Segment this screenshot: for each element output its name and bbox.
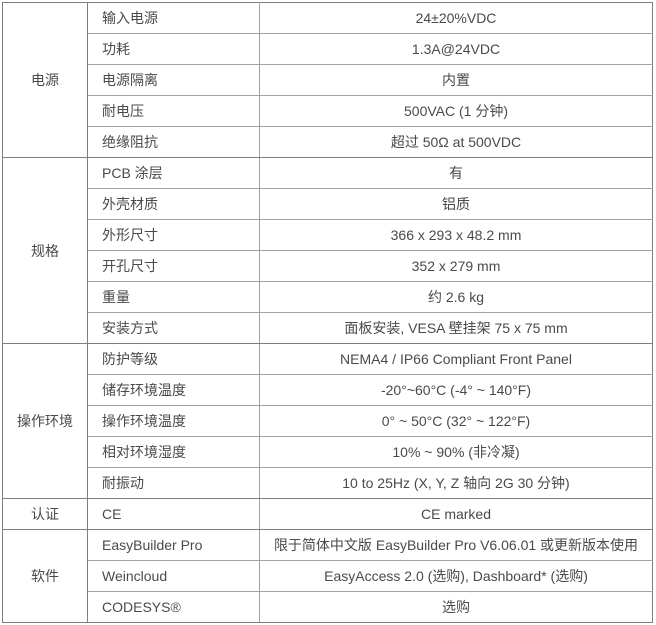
table-row: Weincloud EasyAccess 2.0 (选购), Dashboard… xyxy=(3,560,653,592)
table-row: 开孔尺寸 352 x 279 mm xyxy=(3,250,653,282)
property-cell: 电源隔离 xyxy=(87,64,260,96)
table-row: 认证 CE CE marked xyxy=(2,498,653,530)
table-row: 安装方式 面板安装, VESA 壁挂架 75 x 75 mm xyxy=(3,312,653,344)
property-cell: 外形尺寸 xyxy=(87,219,260,251)
property-cell: PCB 涂层 xyxy=(87,157,260,189)
value-cell: 10 to 25Hz (X, Y, Z 轴向 2G 30 分钟) xyxy=(259,467,653,499)
value-cell: 选购 xyxy=(259,591,653,623)
category-cell-certification: 认证 xyxy=(2,498,88,530)
table-row: 电源隔离 内置 xyxy=(3,64,653,96)
value-cell: EasyAccess 2.0 (选购), Dashboard* (选购) xyxy=(259,560,653,592)
property-cell: 功耗 xyxy=(87,33,260,65)
property-cell: 耐电压 xyxy=(87,95,260,127)
value-cell: 24±20%VDC xyxy=(259,2,653,34)
category-cell-power: 电源 xyxy=(2,2,88,158)
value-cell: 352 x 279 mm xyxy=(259,250,653,282)
property-cell: 输入电源 xyxy=(87,2,260,34)
table-row: CODESYS® 选购 xyxy=(3,591,653,623)
value-cell: 366 x 293 x 48.2 mm xyxy=(259,219,653,251)
property-cell: 安装方式 xyxy=(87,312,260,344)
table-row: 软件 EasyBuilder Pro 限于简体中文版 EasyBuilder P… xyxy=(2,529,653,623)
property-cell: 操作环境温度 xyxy=(87,405,260,437)
table-row: 操作环境 防护等级 NEMA4 / IP66 Compliant Front P… xyxy=(2,343,653,499)
property-cell: Weincloud xyxy=(87,560,260,592)
value-cell: 铝质 xyxy=(259,188,653,220)
value-cell: 有 xyxy=(259,157,653,189)
property-cell: 外壳材质 xyxy=(87,188,260,220)
table-row: 规格 PCB 涂层 有 xyxy=(2,157,653,344)
property-cell: CODESYS® xyxy=(87,591,260,623)
category-cell-specs: 规格 xyxy=(2,157,88,344)
value-cell: 面板安装, VESA 壁挂架 75 x 75 mm xyxy=(259,312,653,344)
table-row: 耐电压 500VAC (1 分钟) xyxy=(3,95,653,127)
value-cell: 0° ~ 50°C (32° ~ 122°F) xyxy=(259,405,653,437)
property-cell: 开孔尺寸 xyxy=(87,250,260,282)
table-row: 外形尺寸 366 x 293 x 48.2 mm xyxy=(3,219,653,251)
value-cell: NEMA4 / IP66 Compliant Front Panel xyxy=(259,343,653,375)
property-cell: 相对环境湿度 xyxy=(87,436,260,468)
table-row: 耐振动 10 to 25Hz (X, Y, Z 轴向 2G 30 分钟) xyxy=(3,467,653,499)
property-cell: 储存环境温度 xyxy=(87,374,260,406)
property-cell: 重量 xyxy=(87,281,260,313)
table-row: 电源 输入电源 24±20%VDC xyxy=(2,2,653,158)
value-cell: 1.3A@24VDC xyxy=(259,33,653,65)
value-cell: 500VAC (1 分钟) xyxy=(259,95,653,127)
value-cell: 超过 50Ω at 500VDC xyxy=(259,126,653,158)
table-row: 绝缘阻抗 超过 50Ω at 500VDC xyxy=(3,126,653,158)
category-cell-software: 软件 xyxy=(2,529,88,623)
property-cell: EasyBuilder Pro xyxy=(87,529,260,561)
value-cell: CE marked xyxy=(259,498,653,530)
table-row: 储存环境温度 -20°~60°C (-4° ~ 140°F) xyxy=(3,374,653,406)
property-cell: 耐振动 xyxy=(87,467,260,499)
table-row: 相对环境湿度 10% ~ 90% (非冷凝) xyxy=(3,436,653,468)
category-cell-environment: 操作环境 xyxy=(2,343,88,499)
value-cell: -20°~60°C (-4° ~ 140°F) xyxy=(259,374,653,406)
table-row: 功耗 1.3A@24VDC xyxy=(3,33,653,65)
table-row: 操作环境温度 0° ~ 50°C (32° ~ 122°F) xyxy=(3,405,653,437)
value-cell: 10% ~ 90% (非冷凝) xyxy=(259,436,653,468)
property-cell: 绝缘阻抗 xyxy=(87,126,260,158)
property-cell: 防护等级 xyxy=(87,343,260,375)
property-cell: CE xyxy=(87,498,260,530)
value-cell: 内置 xyxy=(259,64,653,96)
table-row: 重量 约 2.6 kg xyxy=(3,281,653,313)
value-cell: 约 2.6 kg xyxy=(259,281,653,313)
value-cell: 限于简体中文版 EasyBuilder Pro V6.06.01 或更新版本使用 xyxy=(259,529,653,561)
table-row: 外壳材质 铝质 xyxy=(3,188,653,220)
